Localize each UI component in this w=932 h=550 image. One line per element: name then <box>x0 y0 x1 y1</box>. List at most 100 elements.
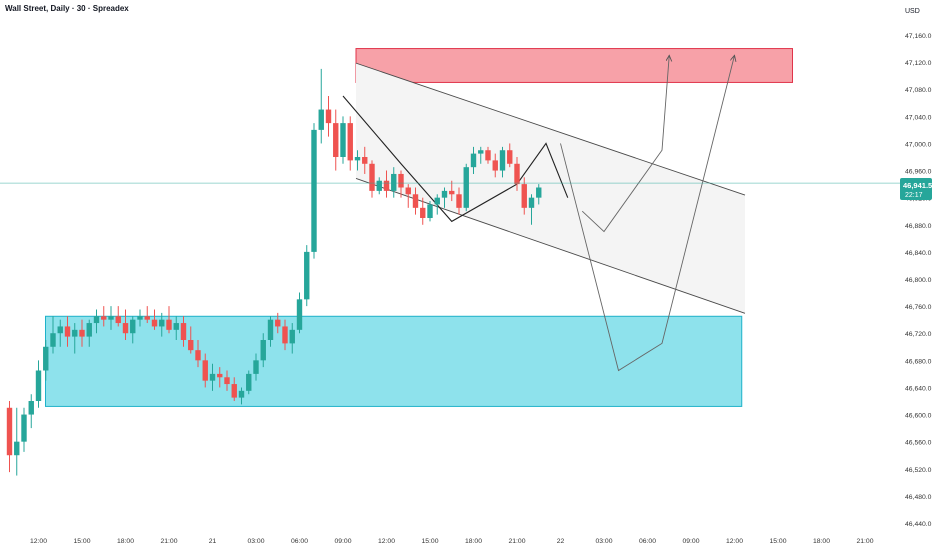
chart-title: Wall Street, Daily · 30 · Spreadex <box>5 4 129 13</box>
x-tick-label: 12:00 <box>30 538 47 545</box>
candle-body <box>173 323 179 330</box>
projection-path-b <box>581 55 669 233</box>
x-tick-label: 03:00 <box>595 538 612 545</box>
x-tick-label: 22 <box>557 538 565 545</box>
x-tick-label: 09:00 <box>682 538 699 545</box>
candle-body <box>441 190 448 198</box>
candle-body <box>304 251 310 300</box>
x-tick-label: 18:00 <box>465 538 482 545</box>
x-tick-label: 12:00 <box>378 538 395 545</box>
candle-body <box>50 333 56 347</box>
candle-body <box>159 319 165 327</box>
candle-body <box>528 197 535 208</box>
candle-body <box>72 329 78 337</box>
candle-body <box>122 323 129 334</box>
candle-body <box>347 123 353 161</box>
candle-body <box>64 326 71 337</box>
candle-body <box>57 326 63 334</box>
x-tick-label: 18:00 <box>117 538 134 545</box>
candle-body <box>6 407 13 456</box>
x-tick-label: 21:00 <box>856 538 873 545</box>
candle-body <box>470 153 477 168</box>
candle-body <box>514 163 520 185</box>
candle-body <box>144 316 150 320</box>
currency-label: USD <box>905 8 920 15</box>
candle-body <box>354 157 361 161</box>
y-tick-label: 47,080.0 <box>905 87 932 94</box>
candle-body <box>420 207 426 218</box>
candle-body <box>217 373 223 378</box>
candle-body <box>151 319 158 327</box>
candle-body <box>499 150 506 171</box>
candle-body <box>333 123 339 157</box>
y-tick-label: 46,520.0 <box>905 467 932 474</box>
channel-fill <box>356 63 745 314</box>
drawings-layer <box>342 55 746 372</box>
candle-body <box>180 323 187 340</box>
price-axis[interactable]: 46,440.0 46,480.0 46,520.0 46,560.0 46,600.0… <box>905 33 932 528</box>
candle-body <box>35 370 42 401</box>
zigzag-path <box>342 95 569 223</box>
x-tick-label: 06:00 <box>291 538 308 545</box>
x-tick-label: 09:00 <box>334 538 351 545</box>
time-axis[interactable]: 12:00 15:00 18:00 21:00 21 03:00 06:00 09:00 12:… <box>30 538 874 545</box>
candle-body <box>463 167 469 208</box>
price-tag-box <box>900 178 932 200</box>
candle-body <box>492 160 498 171</box>
candle-body <box>166 319 172 330</box>
projection-path-a <box>560 55 735 372</box>
candle-body <box>21 414 27 442</box>
candle-body <box>456 194 462 208</box>
y-tick-label: 47,120.0 <box>905 60 932 67</box>
x-tick-label: 21:00 <box>508 538 525 545</box>
price-tag-value: 46,941.5 <box>903 181 932 190</box>
y-tick-label: 46,960.0 <box>905 169 932 176</box>
candle-body <box>311 129 317 252</box>
candle-body <box>28 401 34 415</box>
candle-body <box>369 163 375 191</box>
x-tick-label: 21:00 <box>160 538 177 545</box>
candle-body <box>449 190 455 195</box>
x-tick-label: 06:00 <box>639 538 656 545</box>
candle-body <box>188 340 194 351</box>
candle-body <box>209 373 216 381</box>
y-tick-label: 46,640.0 <box>905 385 932 392</box>
x-tick-label: 12:00 <box>726 538 743 545</box>
candle-body <box>412 194 419 208</box>
channel-upper-line <box>355 62 746 196</box>
candle-body <box>43 346 49 371</box>
y-tick-label: 46,480.0 <box>905 494 932 501</box>
candle-body <box>224 377 230 385</box>
y-tick-label: 46,680.0 <box>905 358 932 365</box>
zones-layer <box>45 48 793 407</box>
x-tick-label: 21 <box>209 538 217 545</box>
y-tick-label: 46,800.0 <box>905 277 932 284</box>
y-tick-label: 46,840.0 <box>905 250 932 257</box>
candle-body <box>93 316 100 324</box>
x-tick-label: 15:00 <box>73 538 90 545</box>
candle-body <box>275 319 281 327</box>
candle-body <box>14 441 20 456</box>
y-tick-label: 47,160.0 <box>905 33 932 40</box>
y-tick-label: 46,600.0 <box>905 413 932 420</box>
candle-body <box>434 197 440 205</box>
candle-body <box>282 326 288 344</box>
candle-body <box>318 109 324 130</box>
candle-body <box>405 187 411 195</box>
candle-body <box>238 390 245 398</box>
y-tick-label: 47,040.0 <box>905 114 932 121</box>
candle-body <box>362 157 368 164</box>
candle-body <box>130 319 136 334</box>
candle-body <box>340 123 346 157</box>
candle-body <box>398 173 404 188</box>
candle-body <box>101 316 107 320</box>
channel-lower-line <box>355 178 746 314</box>
y-tick-label: 47,000.0 <box>905 141 932 148</box>
candle-body <box>267 319 274 340</box>
candle-body <box>376 180 382 191</box>
y-tick-label: 46,880.0 <box>905 223 932 230</box>
x-tick-label: 03:00 <box>247 538 264 545</box>
candle-body <box>195 350 201 361</box>
price-tag-countdown: 22:17 <box>905 192 923 199</box>
